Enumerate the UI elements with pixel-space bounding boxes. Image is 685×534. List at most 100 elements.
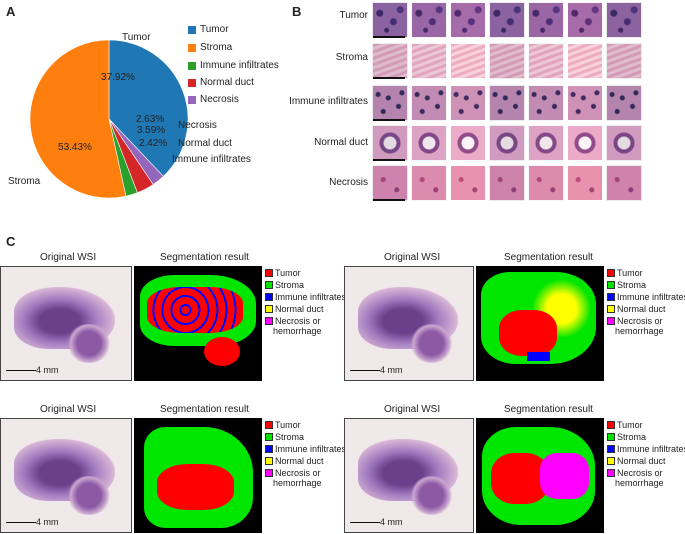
row-label-immune: Immune infiltrates [289, 96, 368, 107]
seg-legend-item-stroma: Stroma [607, 432, 646, 442]
pie-outer-label-immune: Immune infiltrates [172, 154, 251, 165]
he-tile-tumor [606, 2, 642, 38]
seg-legend-item-tumor: Tumor [607, 268, 643, 278]
seg-legend-swatch [607, 293, 615, 301]
seg-legend-swatch [607, 421, 615, 429]
he-tile-tumor [450, 2, 486, 38]
seg-legend-label: Tumor [617, 268, 643, 278]
he-tile-stroma [450, 43, 486, 79]
seg-legend-swatch [607, 281, 615, 289]
he-tile-necrosis [528, 165, 564, 201]
seg-legend-item-stroma: Stroma [265, 280, 304, 290]
seg-legend-swatch [265, 317, 273, 325]
he-tile-tumor [489, 2, 525, 38]
panel-label-b: B [292, 4, 302, 19]
seg-legend-label: Immune infiltrates [275, 292, 347, 302]
he-tile-immune [606, 85, 642, 121]
wsi-scale-bar [6, 370, 36, 371]
panel-label-a: A [6, 4, 16, 19]
seg-legend-swatch [265, 457, 273, 465]
segmentation-title: Segmentation result [504, 404, 593, 415]
pie-value-label-tumor: 37.92% [101, 72, 135, 83]
seg-legend-item-normal-duct: Normal duct [607, 456, 666, 466]
seg-legend-label-cont: hemorrhage [273, 326, 322, 336]
pie-chart: 37.92% 2.63%3.59% 2.42% 53.43% [29, 39, 189, 199]
legend-item-necrosis: Necrosis [188, 94, 239, 105]
pie-value-label-necrosis: 2.63% [136, 114, 164, 125]
he-tile-necrosis [606, 165, 642, 201]
pie-outer-label-normal-duct: Normal duct [178, 138, 232, 149]
seg-legend-label-cont: hemorrhage [273, 478, 322, 488]
seg-legend-swatch [607, 305, 615, 313]
seg-legend-swatch [265, 269, 273, 277]
he-tile-necrosis [489, 165, 525, 201]
he-tile-necrosis [411, 165, 447, 201]
wsi-scale-bar [350, 370, 380, 371]
seg-legend-swatch [265, 305, 273, 313]
row-label-tumor: Tumor [339, 10, 368, 21]
he-tile-immune [450, 85, 486, 121]
seg-legend-item-stroma: Stroma [607, 280, 646, 290]
he-tile-tumor [567, 2, 603, 38]
tile-scale-bar [373, 119, 405, 121]
seg-legend-item-necrosis: Necrosis or [265, 468, 321, 478]
original-wsi-image [0, 266, 132, 381]
seg-legend-item-necrosis: Necrosis or [607, 316, 663, 326]
pie-slice-tumor [108, 39, 189, 177]
seg-legend-item-normal-duct: Normal duct [265, 304, 324, 314]
seg-legend-swatch [607, 445, 615, 453]
he-tile-normal-duct [606, 125, 642, 161]
seg-legend-item-necrosis: Necrosis or [607, 468, 663, 478]
segmentation-title: Segmentation result [160, 252, 249, 263]
seg-legend-swatch [265, 469, 273, 477]
original-wsi-image [344, 266, 474, 381]
tile-scale-bar [373, 199, 405, 201]
original-wsi-image [344, 418, 474, 533]
seg-legend-swatch [607, 469, 615, 477]
he-tile-normal-duct [567, 125, 603, 161]
legend-swatch [188, 78, 196, 87]
legend-item-normal-duct: Normal duct [188, 77, 254, 88]
he-tile-immune [489, 85, 525, 121]
pie-value-label-immune: 2.42% [139, 138, 167, 149]
he-tile-immune [567, 85, 603, 121]
seg-legend-item-normal-duct: Normal duct [265, 456, 324, 466]
seg-legend-swatch [265, 421, 273, 429]
seg-legend-label: Stroma [617, 432, 647, 442]
he-tile-normal-duct [528, 125, 564, 161]
seg-legend-label: Necrosis or [275, 316, 321, 326]
legend-item-stroma: Stroma [188, 42, 232, 53]
seg-legend-label: Tumor [275, 420, 301, 430]
legend-swatch [188, 61, 196, 70]
legend-swatch [188, 43, 196, 52]
segmentation-image [134, 266, 262, 381]
seg-legend-label-cont: hemorrhage [615, 326, 664, 336]
he-tile-immune [528, 85, 564, 121]
wsi-scale-label: 4 mm [380, 517, 403, 527]
seg-legend-label: Stroma [617, 280, 647, 290]
he-tile-stroma [528, 43, 564, 79]
pie-outer-label-necrosis: Necrosis [178, 120, 217, 131]
he-tile-normal-duct [450, 125, 486, 161]
he-tile-necrosis [372, 165, 408, 201]
seg-legend-swatch [265, 293, 273, 301]
segmentation-image [476, 418, 604, 533]
he-tile-necrosis [567, 165, 603, 201]
seg-legend-label: Normal duct [617, 304, 666, 314]
he-tile-stroma [606, 43, 642, 79]
seg-legend-label: Immune infiltrates [617, 444, 685, 454]
seg-legend-swatch [265, 445, 273, 453]
pie-value-label-normal-duct: 3.59% [137, 125, 165, 136]
wsi-scale-label: 4 mm [36, 365, 59, 375]
original-wsi-title: Original WSI [40, 404, 97, 415]
he-tile-necrosis [450, 165, 486, 201]
original-wsi-title: Original WSI [40, 252, 97, 263]
seg-legend-swatch [607, 317, 615, 325]
he-tile-stroma [489, 43, 525, 79]
he-tile-stroma [411, 43, 447, 79]
segmentation-title: Segmentation result [504, 252, 593, 263]
seg-legend-label: Stroma [275, 280, 305, 290]
legend-item-tumor: Tumor [188, 24, 229, 35]
wsi-scale-label: 4 mm [380, 365, 403, 375]
seg-legend-item-immune: Immune infiltrates [607, 292, 685, 302]
